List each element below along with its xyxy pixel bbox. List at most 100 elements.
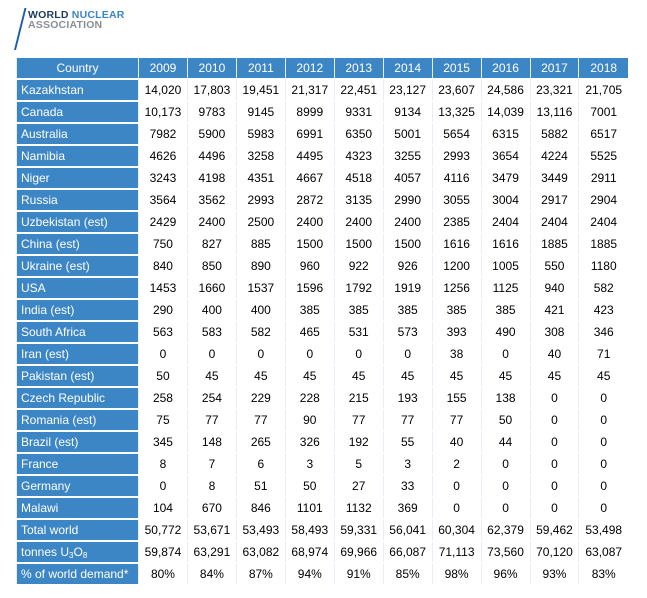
table-cell: 53,498 bbox=[578, 518, 628, 541]
table-cell: 1256 bbox=[431, 276, 482, 299]
table-cell: 3135 bbox=[333, 188, 384, 211]
table-cell: 45 bbox=[382, 364, 433, 387]
table-cell: 490 bbox=[480, 320, 530, 343]
table-cell: 51 bbox=[235, 474, 286, 497]
table-cell: 70,120 bbox=[529, 540, 579, 563]
table-cell: 40 bbox=[529, 342, 579, 365]
table-cell: 66,087 bbox=[382, 540, 433, 563]
table-cell: 53,671 bbox=[186, 518, 237, 541]
table-cell: 62,379 bbox=[480, 518, 530, 541]
table-cell: 21,317 bbox=[284, 78, 335, 101]
table-cell: 0 bbox=[529, 452, 579, 475]
table-cell: 1101 bbox=[284, 496, 335, 519]
table-cell: 531 bbox=[333, 320, 384, 343]
table-cell: 94% bbox=[284, 562, 335, 584]
table-cell: 2904 bbox=[578, 188, 628, 211]
table-row: Namibia 4626 4496 3258 4495 4323 3255 2993 3654 4… bbox=[16, 144, 628, 167]
table-cell: 563 bbox=[138, 320, 188, 343]
table-cell: 2911 bbox=[578, 166, 628, 189]
logo-line1-b: NUCLEAR bbox=[71, 9, 125, 21]
table-cell: 2404 bbox=[578, 210, 628, 233]
header-year: 2017 bbox=[529, 56, 579, 79]
table-row: Canada 10,173 9783 9145 8999 9331 9134 13,325 14… bbox=[16, 100, 628, 123]
table-cell: 0 bbox=[529, 474, 579, 497]
table-cell: 19,451 bbox=[235, 78, 286, 101]
table-cell: 1005 bbox=[480, 254, 530, 277]
table-cell: 9331 bbox=[333, 100, 384, 123]
table-cell: 421 bbox=[529, 298, 579, 321]
table-cell: 1125 bbox=[480, 276, 530, 299]
table-cell: 9134 bbox=[382, 100, 433, 123]
table-row: Iran (est) 0 0 0 0 0 0 38 0 40 71 bbox=[16, 342, 628, 365]
table-cell: 71,113 bbox=[431, 540, 482, 563]
table-cell: 85% bbox=[382, 562, 433, 584]
table-cell: 23,607 bbox=[431, 78, 482, 101]
table-cell: 0 bbox=[578, 386, 628, 409]
table-cell: 8 bbox=[186, 474, 237, 497]
table-row: Pakistan (est) 50 45 45 45 45 45 45 45 45 45 bbox=[16, 364, 628, 387]
table-cell: 0 bbox=[529, 496, 579, 519]
table-cell: 0 bbox=[529, 408, 579, 431]
table-cell: 4224 bbox=[529, 144, 579, 167]
table-cell: 1500 bbox=[382, 232, 433, 255]
row-label: Germany bbox=[16, 474, 139, 497]
table-cell: 148 bbox=[186, 430, 237, 453]
table-cell: 63,087 bbox=[578, 540, 628, 563]
table-cell: 0 bbox=[578, 408, 628, 431]
table-cell: 56,041 bbox=[382, 518, 433, 541]
table-cell: 38 bbox=[431, 342, 482, 365]
table-cell: 400 bbox=[186, 298, 237, 321]
row-label: Pakistan (est) bbox=[16, 364, 139, 387]
table-cell: 265 bbox=[235, 430, 286, 453]
table-cell: 27 bbox=[333, 474, 384, 497]
table-cell: 423 bbox=[578, 298, 628, 321]
table-cell: 5525 bbox=[578, 144, 628, 167]
table-cell: 1537 bbox=[235, 276, 286, 299]
table-cell: 850 bbox=[186, 254, 237, 277]
table-cell: 7001 bbox=[578, 100, 628, 123]
table-cell: 3255 bbox=[382, 144, 433, 167]
table-cell: 583 bbox=[186, 320, 237, 343]
table-cell: 2400 bbox=[186, 210, 237, 233]
table-cell: 1660 bbox=[186, 276, 237, 299]
table-cell: 69,966 bbox=[333, 540, 384, 563]
table-cell: 98% bbox=[431, 562, 482, 584]
table-cell: 104 bbox=[138, 496, 188, 519]
table-cell: 8999 bbox=[284, 100, 335, 123]
table-cell: 45 bbox=[284, 364, 335, 387]
table-row: Ukraine (est) 840 850 890 960 922 926 1200 1005 5… bbox=[16, 254, 628, 277]
table-cell: 228 bbox=[284, 386, 335, 409]
table-cell: 3562 bbox=[186, 188, 237, 211]
table-cell: 2400 bbox=[333, 210, 384, 233]
table-cell: 400 bbox=[235, 298, 286, 321]
row-label: Canada bbox=[16, 100, 139, 123]
table-cell: 80% bbox=[138, 562, 188, 584]
table-cell: 0 bbox=[529, 430, 579, 453]
table-cell: 4057 bbox=[382, 166, 433, 189]
table-cell: 17,803 bbox=[186, 78, 237, 101]
table-cell: 385 bbox=[333, 298, 384, 321]
table-cell: 258 bbox=[138, 386, 188, 409]
table-cell: 4626 bbox=[138, 144, 188, 167]
table-row: Total world 50,772 53,671 53,493 58,493 59,33… bbox=[16, 518, 628, 541]
table-row: USA 1453 1660 1537 1596 1792 1919 1256 1125 940 58… bbox=[16, 276, 628, 299]
table-cell: 345 bbox=[138, 430, 188, 453]
table-cell: 59,462 bbox=[529, 518, 579, 541]
table-row: Kazakhstan 14,020 17,803 19,451 21,317 22,451… bbox=[16, 78, 628, 101]
table-cell: 0 bbox=[382, 342, 433, 365]
table-cell: 960 bbox=[284, 254, 335, 277]
table-row: % of world demand* 80% 84% 87% 94% 91% 85% 98% 9… bbox=[16, 562, 628, 584]
table-cell: 840 bbox=[138, 254, 188, 277]
table-cell: 582 bbox=[235, 320, 286, 343]
table-cell: 4116 bbox=[431, 166, 482, 189]
table-cell: 0 bbox=[138, 474, 188, 497]
table-cell: 0 bbox=[578, 474, 628, 497]
table-cell: 5001 bbox=[382, 122, 433, 145]
table-cell: 2 bbox=[431, 452, 482, 475]
table-cell: 77 bbox=[431, 408, 482, 431]
table-cell: 93% bbox=[529, 562, 579, 584]
table-cell: 53,493 bbox=[235, 518, 286, 541]
table-cell: 60,304 bbox=[431, 518, 482, 541]
table-cell: 0 bbox=[480, 452, 530, 475]
table-cell: 155 bbox=[431, 386, 482, 409]
